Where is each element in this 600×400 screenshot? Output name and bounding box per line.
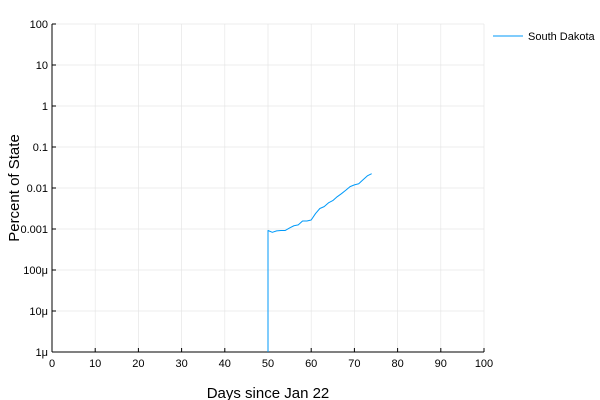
x-ticks: 0 10 20 30 40 50 60 70 80 90 100 xyxy=(49,348,493,370)
y-tick-label: 0.01 xyxy=(27,183,48,195)
x-axis-title: Days since Jan 22 xyxy=(207,385,330,400)
x-tick-label: 0 xyxy=(49,358,55,370)
y-tick-label: 0.1 xyxy=(33,142,48,154)
y-axis-title: Percent of State xyxy=(6,134,23,242)
x-tick-label: 20 xyxy=(132,358,144,370)
x-tick-label: 70 xyxy=(348,358,360,370)
y-tick-label: 1μ xyxy=(36,347,48,359)
y-tick-label: 10μ xyxy=(29,306,48,318)
legend-label-south-dakota: South Dakota xyxy=(528,31,596,43)
series-layer xyxy=(267,173,372,352)
x-tick-label: 40 xyxy=(219,358,231,370)
y-ticks: 1μ 10μ 100μ 0.001 0.01 0.1 1 10 100 xyxy=(20,19,56,359)
y-tick-label: 100μ xyxy=(23,265,48,277)
y-tick-label: 100 xyxy=(30,19,48,31)
x-tick-label: 10 xyxy=(89,358,101,370)
x-tick-label: 100 xyxy=(475,358,493,370)
series-line-south-dakota xyxy=(267,173,372,352)
y-tick-label: 10 xyxy=(36,60,48,72)
y-tick-label: 1 xyxy=(42,101,48,113)
legend: South Dakota xyxy=(493,31,596,43)
x-tick-label: 50 xyxy=(262,358,274,370)
x-tick-label: 30 xyxy=(175,358,187,370)
x-tick-label: 90 xyxy=(435,358,447,370)
x-tick-label: 60 xyxy=(305,358,317,370)
y-tick-label: 0.001 xyxy=(20,224,48,236)
x-tick-label: 80 xyxy=(391,358,403,370)
